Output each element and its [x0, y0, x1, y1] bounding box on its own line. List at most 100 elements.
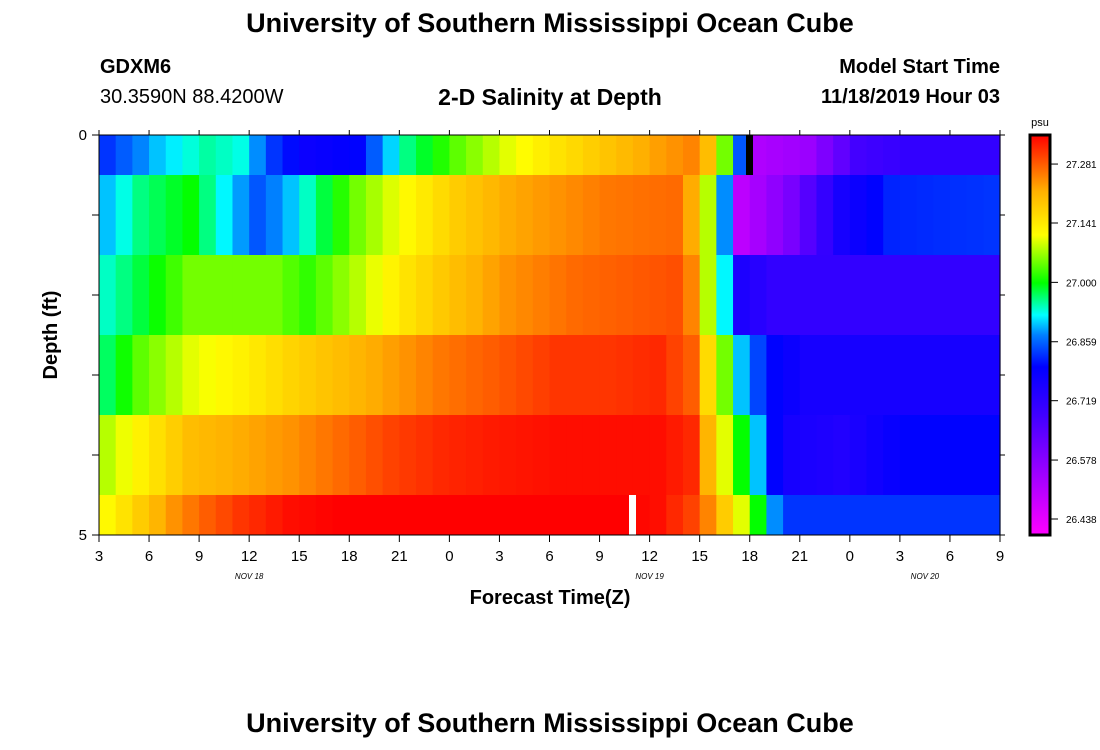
heatmap-cell	[365, 255, 384, 335]
heatmap-cell	[382, 495, 400, 535]
heatmap-cell	[783, 415, 801, 495]
heatmap-cell	[716, 135, 734, 175]
heatmap-cell	[849, 255, 868, 335]
heatmap-cell	[666, 175, 684, 255]
heatmap-cell	[499, 335, 517, 415]
heatmap-cell	[349, 255, 367, 335]
heatmap-cell	[399, 415, 417, 495]
heatmap-cell	[933, 135, 951, 175]
heatmap-cell	[199, 255, 217, 335]
heatmap-cell	[883, 175, 901, 255]
heatmap-cell	[365, 335, 384, 415]
heatmap-cell	[716, 495, 734, 535]
heatmap-cell	[99, 495, 117, 535]
heatmap-cell	[949, 255, 968, 335]
heatmap-cell	[315, 415, 334, 495]
x-axis: 3 6 9 12 15 18 21 0 3 6 9 12 15 18 21 0 3 6 9 NOV 18 NOV 19 N…	[95, 130, 1004, 581]
heatmap-cell	[249, 255, 267, 335]
heatmap-cell	[766, 175, 784, 255]
heatmap-cell	[616, 415, 634, 495]
heatmap-cell	[816, 135, 834, 175]
heatmap-cell	[949, 495, 968, 535]
heatmap-cell	[983, 495, 1001, 535]
heatmap-cell	[866, 495, 884, 535]
heatmap-cell	[799, 135, 818, 175]
heatmap-cell	[566, 335, 584, 415]
heatmap-cell	[632, 335, 651, 415]
heatmap-cell	[966, 335, 984, 415]
heatmap-cell	[432, 255, 450, 335]
heatmap-cell	[983, 335, 1001, 415]
heatmap-cell	[99, 415, 117, 495]
heatmap-cell	[482, 335, 501, 415]
heatmap-cell	[149, 335, 167, 415]
date-label: NOV 20	[911, 572, 940, 581]
heatmap-cell	[682, 495, 701, 535]
heatmap-cell	[199, 175, 217, 255]
heatmap-cell	[99, 335, 117, 415]
heatmap-cell	[966, 255, 984, 335]
station-coordinates: 30.3590N 88.4200W	[100, 86, 284, 108]
heatmap-cell	[182, 175, 200, 255]
x-tick-label: 12	[641, 548, 658, 565]
heatmap-cell	[916, 135, 934, 175]
heatmap-cell	[833, 335, 851, 415]
heatmap-cell	[149, 175, 167, 255]
x-tick-label: 3	[495, 548, 503, 565]
heatmap-cell	[849, 135, 868, 175]
heatmap-cell	[582, 135, 601, 175]
heatmap-cell	[365, 175, 384, 255]
heatmap-cell	[599, 175, 617, 255]
heatmap-cell	[632, 255, 651, 335]
heatmap-cell	[883, 415, 901, 495]
heatmap-cell	[799, 415, 818, 495]
heatmap-cell	[416, 495, 434, 535]
x-tick-label: 9	[595, 548, 603, 565]
heatmap-cell	[416, 415, 434, 495]
heatmap-cell	[549, 335, 567, 415]
heatmap-cell	[749, 255, 768, 335]
heatmap-cell	[382, 335, 400, 415]
heatmap-cell	[232, 495, 250, 535]
heatmap-cell	[899, 135, 918, 175]
heatmap-cell	[482, 415, 501, 495]
page-title: University of Southern Mississippi Ocean…	[246, 8, 854, 38]
heatmap-cell	[632, 415, 651, 495]
heatmap-cell	[249, 415, 267, 495]
heatmap-cell	[399, 175, 417, 255]
heatmap-cell	[749, 175, 768, 255]
heatmap-cell	[265, 335, 284, 415]
heatmap-cell	[516, 255, 534, 335]
heatmap-cell	[983, 415, 1001, 495]
x-tick-label: 12	[241, 548, 258, 565]
heatmap-cell	[966, 135, 984, 175]
heatmap-cell	[149, 135, 167, 175]
heatmap-cell	[632, 135, 651, 175]
heatmap-cell	[599, 415, 617, 495]
heatmap-cell	[432, 495, 450, 535]
model-start-value: 11/18/2019 Hour 03	[820, 86, 1000, 108]
heatmap-cell	[666, 255, 684, 335]
heatmap-cell	[215, 255, 234, 335]
heatmap-cell	[449, 255, 467, 335]
heatmap-cell	[899, 415, 918, 495]
heatmap-cell	[849, 495, 868, 535]
heatmap-cell	[649, 135, 667, 175]
heatmap-cell	[299, 135, 317, 175]
heatmap-cell	[933, 335, 951, 415]
x-tick-label: 6	[145, 548, 153, 565]
heatmap-cell	[916, 255, 934, 335]
heatmap-cell	[315, 495, 334, 535]
y-axis-label: Depth (ft)	[40, 291, 62, 380]
heatmap-cell	[132, 415, 150, 495]
heatmap-cell	[816, 335, 834, 415]
heatmap-cell	[199, 495, 217, 535]
heatmap-cell	[165, 495, 184, 535]
heatmap-cell	[716, 335, 734, 415]
heatmap-cell	[332, 415, 350, 495]
heatmap-cell	[365, 415, 384, 495]
heatmap-cell	[182, 415, 200, 495]
heatmap-cell	[649, 415, 667, 495]
heatmap-cell	[799, 175, 818, 255]
heatmap-cell	[783, 495, 801, 535]
